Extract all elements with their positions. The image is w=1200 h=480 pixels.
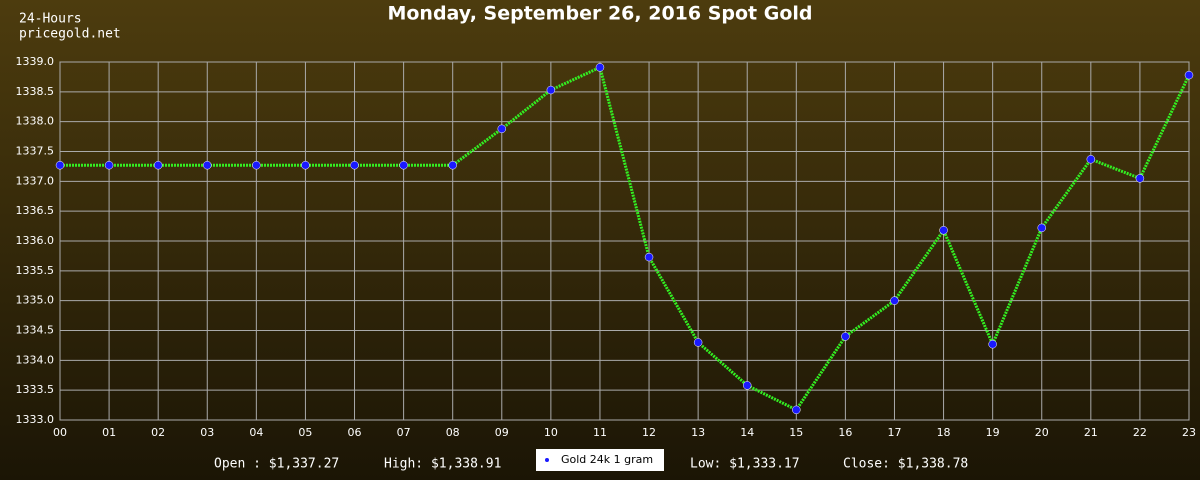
legend-label: Gold 24k 1 gram xyxy=(561,453,653,466)
data-point xyxy=(939,226,948,235)
data-point xyxy=(153,160,163,170)
x-tick-label: 20 xyxy=(1035,426,1049,439)
x-tick-label: 00 xyxy=(53,426,67,439)
x-tick-label: 04 xyxy=(249,426,263,439)
data-point xyxy=(693,338,703,347)
stat-high: High: $1,338.91 xyxy=(384,457,501,472)
data-point xyxy=(841,332,850,341)
x-tick-label: 15 xyxy=(789,426,803,439)
y-tick-label: 1336.0 xyxy=(16,234,55,247)
y-tick-label: 1333.0 xyxy=(16,413,55,426)
y-tick-label: 1338.5 xyxy=(16,85,55,98)
x-tick-label: 21 xyxy=(1084,426,1098,439)
legend-marker xyxy=(545,458,549,462)
stat-low: Low: $1,333.17 xyxy=(690,457,800,472)
x-tick-label: 01 xyxy=(102,426,116,439)
data-point xyxy=(792,405,801,415)
legend-box xyxy=(536,449,664,471)
chart-title: Monday, September 26, 2016 Spot Gold xyxy=(387,3,812,25)
stat-open: Open : $1,337.27 xyxy=(214,457,339,472)
data-point xyxy=(1086,155,1096,164)
x-tick-label: 22 xyxy=(1133,426,1147,439)
data-point xyxy=(1037,223,1046,233)
data-point xyxy=(1184,70,1194,80)
x-tick-label: 19 xyxy=(986,426,1000,439)
y-tick-label: 1338.0 xyxy=(16,115,55,128)
data-point xyxy=(301,160,310,170)
data-point xyxy=(546,85,556,95)
x-tick-label: 02 xyxy=(151,426,165,439)
x-tick-label: 13 xyxy=(691,426,705,439)
x-tick-label: 10 xyxy=(544,426,558,439)
data-point xyxy=(350,160,359,170)
y-tick-label: 1335.0 xyxy=(16,294,55,307)
y-tick-label: 1339.0 xyxy=(16,55,55,68)
x-tick-label: 18 xyxy=(937,426,951,439)
x-tick-label: 03 xyxy=(200,426,214,439)
subtitle: pricegold.net xyxy=(19,27,121,42)
y-tick-label: 1334.0 xyxy=(16,353,55,366)
data-point xyxy=(988,339,997,349)
data-point xyxy=(890,296,899,305)
data-point xyxy=(55,160,65,170)
stat-close: Close: $1,338.78 xyxy=(843,457,968,472)
data-point xyxy=(104,160,114,170)
x-tick-label: 12 xyxy=(642,426,656,439)
x-tick-label: 11 xyxy=(593,426,607,439)
x-tick-label: 07 xyxy=(397,426,411,439)
x-tick-label: 23 xyxy=(1182,426,1196,439)
x-tick-label: 05 xyxy=(298,426,312,439)
subtitle: 24-Hours xyxy=(19,12,82,27)
data-point xyxy=(1135,174,1145,183)
y-tick-label: 1337.5 xyxy=(16,145,55,158)
y-tick-label: 1336.5 xyxy=(16,204,55,217)
data-point xyxy=(742,381,752,390)
x-tick-label: 08 xyxy=(446,426,460,439)
x-tick-label: 17 xyxy=(887,426,901,439)
x-tick-label: 09 xyxy=(495,426,509,439)
x-tick-label: 06 xyxy=(348,426,362,439)
data-point xyxy=(203,160,212,170)
y-tick-label: 1337.0 xyxy=(16,174,55,187)
y-tick-label: 1333.5 xyxy=(16,383,55,396)
y-tick-label: 1334.5 xyxy=(16,324,55,337)
data-point xyxy=(448,160,457,170)
x-tick-label: 14 xyxy=(740,426,754,439)
data-point xyxy=(644,252,654,262)
y-tick-label: 1335.5 xyxy=(16,264,55,277)
data-point xyxy=(497,124,507,134)
data-point xyxy=(595,63,605,72)
x-tick-label: 16 xyxy=(838,426,852,439)
data-point xyxy=(399,160,408,170)
data-point xyxy=(252,160,261,170)
